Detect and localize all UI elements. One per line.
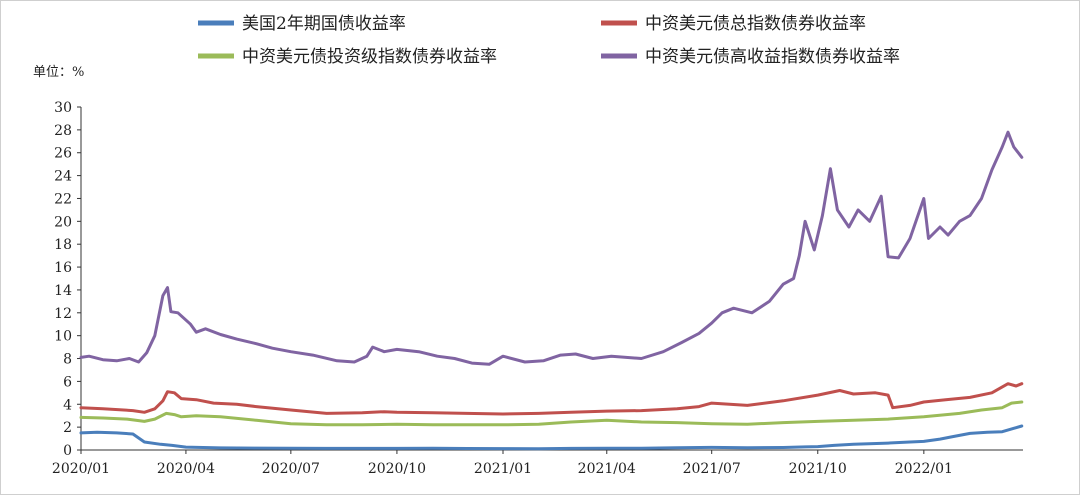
x-tick-label: 2020/04	[157, 461, 215, 477]
unit-label: 单位：%	[33, 65, 84, 80]
y-tick-label: 0	[63, 443, 72, 459]
y-tick-label: 18	[54, 237, 72, 253]
series-line-4	[79, 130, 1024, 366]
y-tick-label: 10	[54, 329, 72, 345]
x-tick-label: 2020/07	[262, 461, 320, 477]
y-tick-label: 12	[54, 306, 72, 322]
series-line-2	[79, 382, 1024, 416]
y-tick-label: 22	[54, 191, 72, 207]
legend-item-2: 中资美元债总指数债券收益率	[601, 14, 866, 34]
x-tick-label: 2020/10	[368, 461, 426, 477]
y-tick-label: 30	[54, 100, 72, 116]
y-tick-label: 28	[54, 123, 72, 139]
x-tick-label: 2021/01	[474, 461, 532, 477]
legend-item-4: 中资美元债高收益指数债券收益率	[601, 47, 900, 67]
y-tick-label: 16	[54, 260, 72, 276]
y-tick-label: 20	[54, 214, 72, 230]
x-tick-label: 2021/10	[789, 461, 847, 477]
legend-label: 美国2年期国债收益率	[242, 14, 406, 34]
legend-label: 中资美元债高收益指数债券收益率	[645, 47, 900, 67]
series-lines	[79, 130, 1024, 451]
legend-label: 中资美元债投资级指数债券收益率	[242, 47, 497, 67]
series-line-1	[79, 424, 1024, 451]
x-tick-label: 2021/07	[683, 461, 741, 477]
y-tick-label: 6	[63, 374, 72, 390]
x-tick-label: 2020/01	[52, 461, 110, 477]
x-tick-label: 2021/04	[578, 461, 636, 477]
x-tick-label: 2022/01	[895, 461, 953, 477]
y-tick-label: 2	[63, 420, 72, 436]
y-tick-label: 26	[54, 146, 72, 162]
y-tick-label: 8	[63, 352, 72, 368]
y-tick-label: 4	[63, 397, 72, 413]
series-line-3	[79, 400, 1024, 427]
legend-item-3: 中资美元债投资级指数债券收益率	[198, 47, 497, 67]
legend-item-1: 美国2年期国债收益率	[198, 14, 406, 34]
y-tick-label: 14	[54, 283, 72, 299]
legend-label: 中资美元债总指数债券收益率	[645, 14, 866, 34]
y-tick-label: 24	[54, 169, 72, 185]
